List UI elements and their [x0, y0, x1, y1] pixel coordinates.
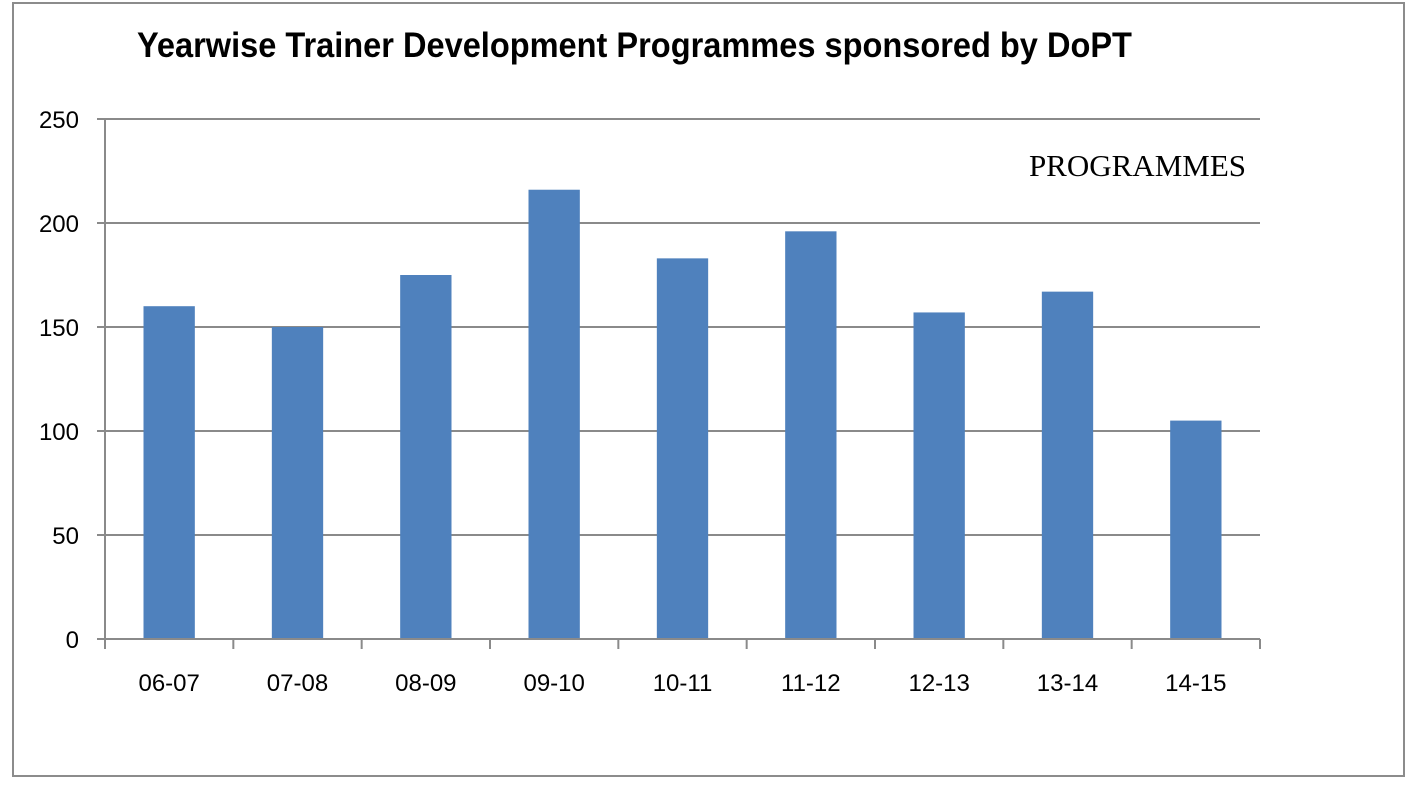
x-tick-label: 10-11: [653, 670, 713, 697]
legend-entry: PROGRAMMES: [1029, 148, 1246, 183]
x-tick-label: 09-10: [523, 670, 584, 697]
x-tick-label: 13-14: [1037, 670, 1098, 697]
x-tick-label: 14-15: [1165, 670, 1226, 697]
bar-13-14: [1041, 291, 1094, 639]
y-tick-labels: 0 50 100 150 200 250: [39, 107, 79, 654]
bar-09-10: [528, 189, 580, 639]
x-tick-label: 08-09: [395, 670, 456, 697]
y-tick-label: 0: [66, 627, 79, 654]
y-tick-label: 200: [39, 211, 79, 238]
y-tick-label: 50: [52, 523, 79, 550]
x-tick-label: 11-12: [781, 670, 841, 697]
bar-10-11: [656, 258, 709, 639]
axes: [104, 119, 1261, 649]
y-tick-label: 250: [39, 107, 79, 134]
bars: [143, 189, 1222, 639]
chart-title: Yearwise Trainer Development Programmes …: [137, 26, 1132, 65]
y-tick-label: 100: [39, 419, 79, 446]
bar-07-08: [271, 327, 324, 639]
bar-12-13: [913, 312, 965, 639]
y-tick-label: 150: [39, 315, 79, 342]
x-tick-label: 06-07: [138, 670, 199, 697]
x-tick-label: 07-08: [267, 670, 328, 697]
bar-11-12: [785, 231, 837, 639]
x-tick-labels: 06-07 07-08 08-09 09-10 10-11 11-12 12-13 13-14…: [138, 670, 1226, 697]
chart-frame: [12, 2, 1405, 777]
bar-06-07: [143, 306, 195, 639]
bar-14-15: [1170, 420, 1222, 639]
x-tick-label: 12-13: [908, 670, 969, 697]
bar-08-09: [400, 275, 452, 639]
